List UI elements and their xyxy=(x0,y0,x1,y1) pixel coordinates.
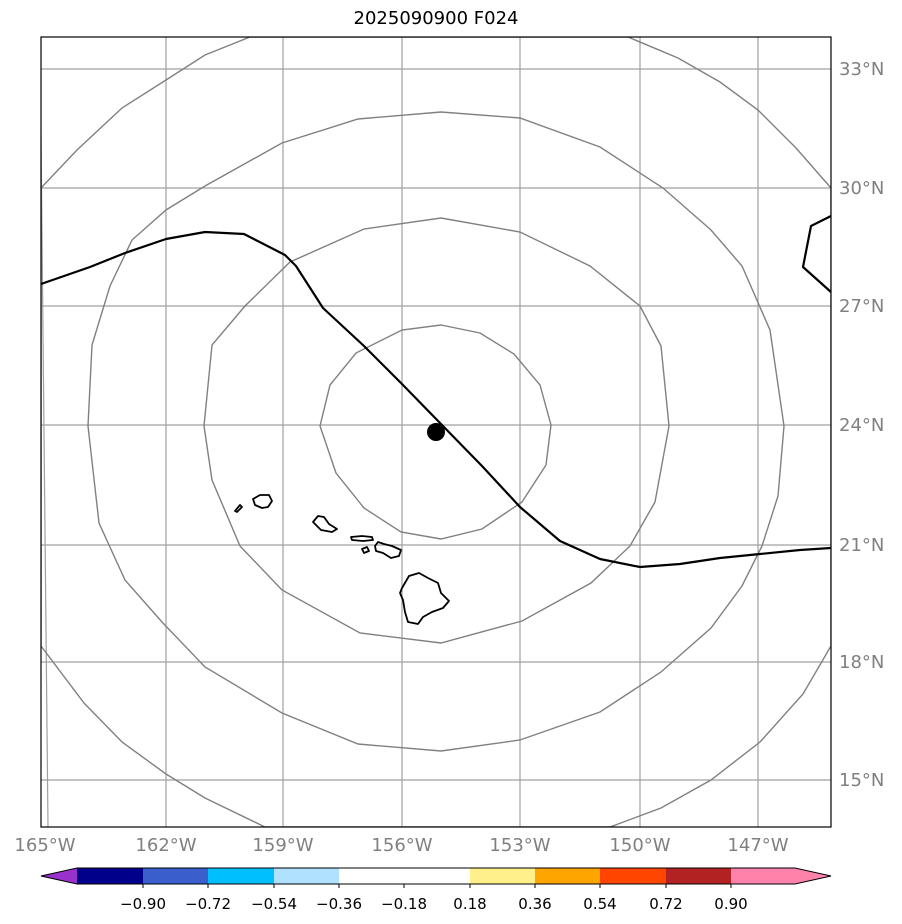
island-maui xyxy=(374,541,402,559)
lat-tick-label: 30°N xyxy=(839,178,884,199)
colorbar-segment xyxy=(208,868,274,884)
lon-tick-label: 153°W xyxy=(489,835,550,856)
colorbar-segment xyxy=(404,868,470,884)
island-niihau xyxy=(234,504,243,513)
lat-tick-label: 15°N xyxy=(839,770,884,791)
island-oahu xyxy=(312,515,338,533)
lon-tick-label: 162°W xyxy=(135,835,196,856)
colorbar-segment xyxy=(470,868,535,884)
track-line-ne xyxy=(801,215,831,293)
colorbar-segment xyxy=(274,868,339,884)
colorbar-outline xyxy=(40,867,832,885)
lon-tick-label: 147°W xyxy=(727,835,788,856)
parallel-gridlines xyxy=(41,68,831,781)
lat-tick-label: 24°N xyxy=(839,415,884,436)
colorbar-segment xyxy=(339,868,404,884)
range-ring-4 xyxy=(41,37,831,827)
map-panel xyxy=(41,37,831,827)
colorbar-segment xyxy=(77,868,143,884)
storm-center-marker xyxy=(427,423,445,441)
colorbar-ticks xyxy=(142,884,732,888)
lon-tick-label: 150°W xyxy=(609,835,670,856)
colorbar-tick-label: 0.90 xyxy=(714,895,747,913)
lon-tick-labels: 165°W 162°W 159°W 156°W 153°W 150°W 147°… xyxy=(14,835,788,856)
colorbar-tick-label: −0.72 xyxy=(185,895,231,913)
colorbar-segment xyxy=(600,868,666,884)
colorbar-tick-label: −0.54 xyxy=(251,895,297,913)
colorbar-tick-label: −0.18 xyxy=(381,895,427,913)
meridian-gridlines xyxy=(41,37,759,827)
colorbar-tick-label: −0.90 xyxy=(120,895,166,913)
map-frame xyxy=(40,36,832,828)
colorbar-segment xyxy=(666,868,731,884)
colorbar-tick-label: −0.36 xyxy=(316,895,362,913)
colorbar-tick-labels: −0.90 −0.72 −0.54 −0.36 −0.18 0.18 0.36 … xyxy=(120,895,748,913)
range-ring-1 xyxy=(319,324,552,540)
colorbar-tick-label: 0.36 xyxy=(518,895,551,913)
lon-tick-label: 165°W xyxy=(14,835,75,856)
colorbar-tick-label: 0.72 xyxy=(649,895,682,913)
range-rings xyxy=(41,37,831,827)
range-ring-3 xyxy=(87,111,785,752)
lat-tick-label: 18°N xyxy=(839,652,884,673)
lon-tick-label: 159°W xyxy=(252,835,313,856)
lat-tick-labels: 15°N 18°N 21°N 24°N 27°N 30°N 33°N xyxy=(839,59,884,791)
colorbar-tick-label: 0.18 xyxy=(453,895,486,913)
colorbar-extend-high xyxy=(731,868,831,884)
lat-tick-label: 27°N xyxy=(839,296,884,317)
colorbar-segment xyxy=(143,868,208,884)
track-line xyxy=(41,215,831,569)
island-hawaii xyxy=(399,572,450,625)
track-line-main xyxy=(41,230,831,569)
island-lanai xyxy=(361,546,370,554)
lat-tick-label: 33°N xyxy=(839,59,884,80)
lat-tick-label: 21°N xyxy=(839,535,884,556)
island-kauai xyxy=(252,494,273,509)
colorbar: −0.90 −0.72 −0.54 −0.36 −0.18 0.18 0.36 … xyxy=(40,867,832,913)
lon-tick-label: 156°W xyxy=(371,835,432,856)
colorbar-segment xyxy=(535,868,600,884)
coastlines xyxy=(234,494,450,625)
colorbar-tick-label: 0.54 xyxy=(583,895,616,913)
island-molokai xyxy=(350,535,374,542)
map-title: 2025090900 F024 xyxy=(353,8,519,29)
colorbar-extend-low xyxy=(41,868,77,884)
range-ring-2 xyxy=(203,217,670,644)
